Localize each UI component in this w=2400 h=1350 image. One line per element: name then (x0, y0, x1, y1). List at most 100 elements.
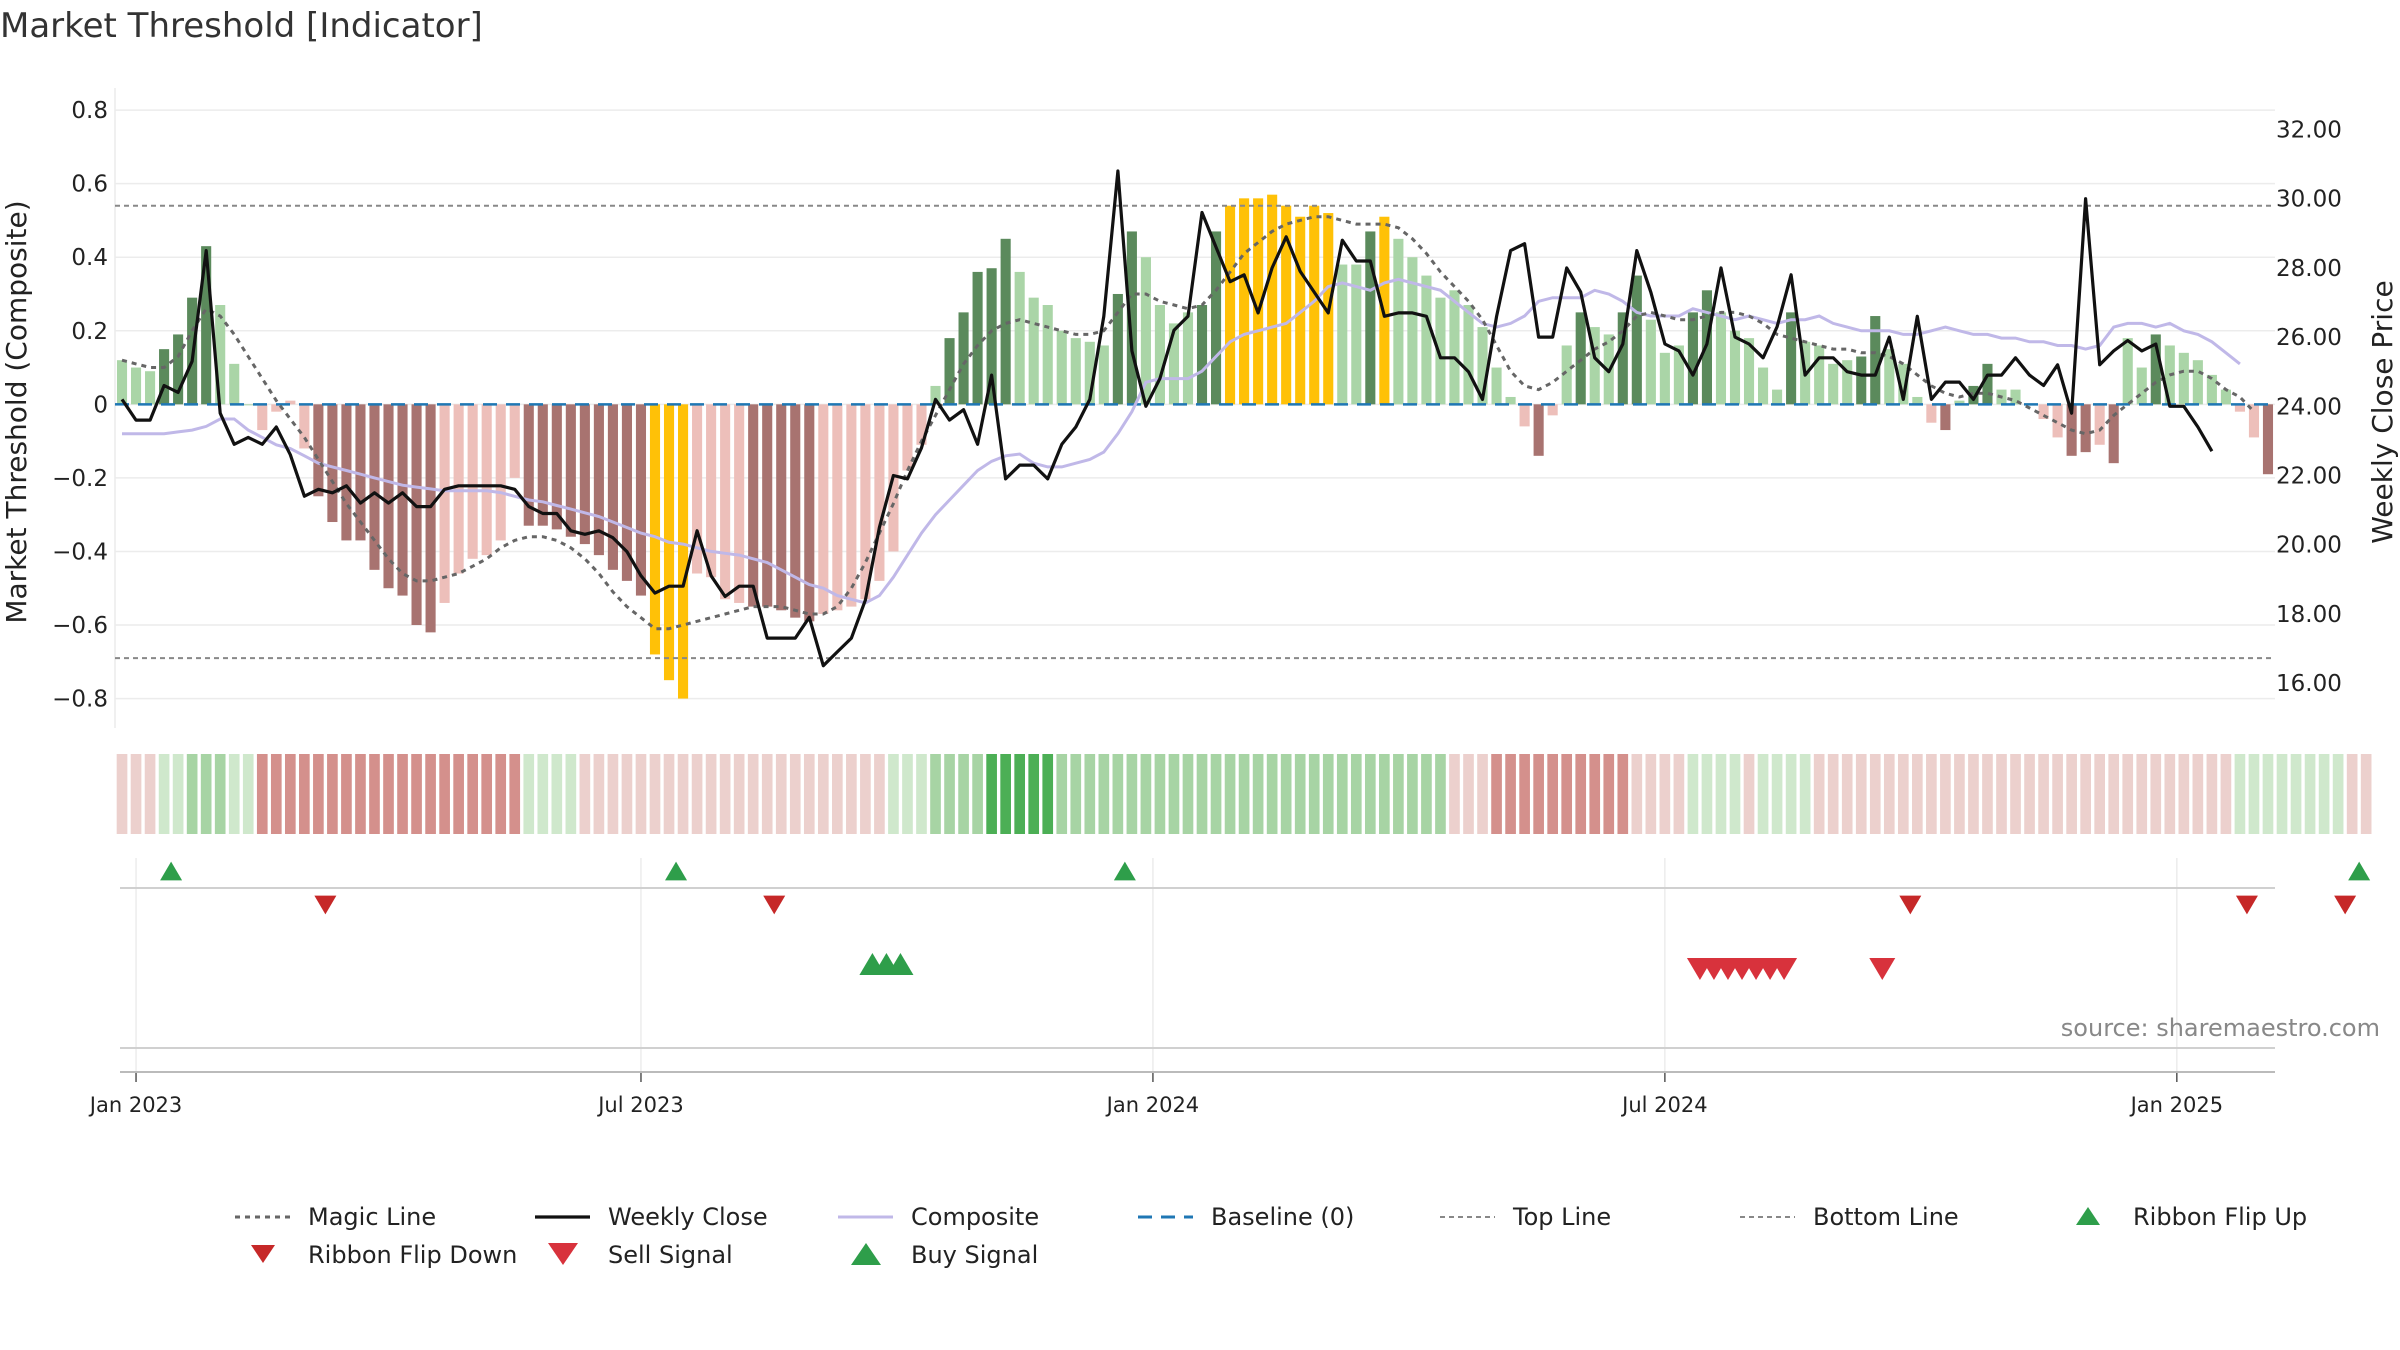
legend-label: Weekly Close (608, 1203, 768, 1231)
ribbon-cell (130, 754, 142, 834)
x-tick-label: Jul 2023 (596, 1093, 683, 1117)
y-tick-label: −0.8 (52, 687, 108, 713)
ribbon-cell (1435, 754, 1446, 834)
composite-bar (271, 404, 282, 412)
ribbon-cell (2052, 754, 2063, 834)
composite-bar (1645, 319, 1656, 405)
y-tick-label: −0.2 (52, 466, 108, 492)
composite-bar (2052, 404, 2063, 438)
composite-bar (804, 404, 815, 622)
y-tick-label: 0.8 (71, 98, 108, 124)
ribbon-cell (1463, 754, 1474, 834)
composite-bar (2262, 404, 2274, 475)
composite-bar (2178, 352, 2189, 405)
ribbon-cell (425, 754, 436, 834)
composite-bar (2220, 389, 2231, 405)
ribbon-cell (1603, 754, 1615, 834)
axes: 0.8 0.6 0.4 0.2 0 −0.2 −0.4 −0.6 −0.8 32.00 30.00 2… (0, 98, 2399, 1117)
composite-bar (818, 404, 829, 614)
y-axis-label: Market Threshold (Composite) (0, 200, 33, 623)
series-lines (115, 169, 2275, 668)
ribbon-cell (1407, 754, 1418, 834)
ribbon-cell (916, 754, 927, 834)
composite-bar (1337, 264, 1348, 405)
composite-bar (2206, 374, 2217, 405)
ribbon-cell (1869, 754, 1881, 834)
ribbon-cell (972, 754, 983, 834)
composite-bar (215, 305, 226, 405)
composite-bar (1168, 323, 1180, 405)
ribbon-cell (1533, 754, 1544, 834)
ribbon-cell (635, 754, 647, 834)
legend-item: Ribbon Flip Up (2076, 1203, 2307, 1231)
composite-bar (1182, 312, 1194, 405)
ribbon-cell (214, 754, 226, 834)
ribbon-cell (1631, 754, 1643, 834)
composite-bar (1982, 363, 1993, 405)
composite-bar (2150, 334, 2161, 405)
composite-bar (1715, 312, 1727, 405)
composite-bar (1070, 338, 1081, 405)
ribbon-cell (1897, 754, 1909, 834)
composite-bar (846, 404, 857, 607)
ribbon-cell (495, 754, 507, 834)
ribbon-cell (158, 754, 170, 834)
composite-bar (1926, 404, 1937, 423)
legend-swatch (2076, 1207, 2100, 1225)
ribbon-cell (2332, 754, 2344, 834)
ribbon-cell (327, 754, 338, 834)
y2-axis-label: Weekly Close Price (2366, 280, 2399, 543)
composite-bar (1210, 231, 1222, 405)
composite-bar (902, 404, 913, 471)
composite-bar (1351, 264, 1362, 405)
composite-bar (1898, 363, 1909, 405)
ribbon-cell (663, 754, 675, 834)
composite-bar (874, 404, 885, 581)
composite-bar (551, 404, 562, 530)
ribbon-cell (565, 754, 577, 834)
ribbon-cell (2220, 754, 2232, 834)
composite-bar (944, 338, 955, 405)
composite-bar (621, 404, 632, 581)
composite-bar (692, 404, 703, 574)
ribbon-cell (1954, 754, 1965, 834)
composite-bar (397, 404, 408, 596)
composite-bar (860, 404, 871, 600)
y-tick-label: 0.6 (71, 172, 108, 198)
composite-bar (930, 385, 941, 405)
ribbon-cell (2360, 754, 2372, 834)
composite-bar (1491, 367, 1502, 405)
composite-bar (1365, 231, 1376, 405)
composite-bar (1758, 367, 1769, 405)
composite-bar (369, 404, 380, 570)
y2-tick-label: 28.00 (2276, 256, 2342, 282)
composite-bar (1449, 290, 1460, 405)
composite-bar (1477, 327, 1488, 405)
y2-tick-label: 16.00 (2276, 671, 2342, 697)
weekly-close-line (120, 169, 2214, 668)
ribbon-cell (313, 754, 324, 834)
sell-signal-marker (1869, 957, 1896, 981)
ribbon-cell (817, 754, 829, 834)
composite-bar (1126, 231, 1137, 405)
composite-bar (173, 334, 184, 405)
ribbon-flip-up-marker (160, 861, 183, 881)
ribbon-cell (1224, 754, 1236, 834)
composite-bar (537, 404, 548, 526)
y-tick-label: 0 (93, 392, 108, 418)
ribbon-cell (789, 754, 801, 834)
ribbon-cell (2304, 754, 2316, 834)
composite-bar (1014, 271, 1025, 405)
composite-bar (509, 404, 520, 478)
ribbon-cell (1000, 754, 1011, 834)
composite-bar (201, 246, 212, 405)
composite-bar (1940, 404, 1951, 431)
ribbon-cell (1855, 754, 1867, 834)
ribbon-cell (1084, 754, 1096, 834)
composite-bar (2248, 404, 2260, 438)
composite-bar (1028, 297, 1039, 405)
composite-bar (1673, 345, 1684, 405)
ribbon-cell (1491, 754, 1502, 834)
legend-item: Sell Signal (548, 1241, 733, 1269)
ribbon-cell (1112, 754, 1124, 834)
